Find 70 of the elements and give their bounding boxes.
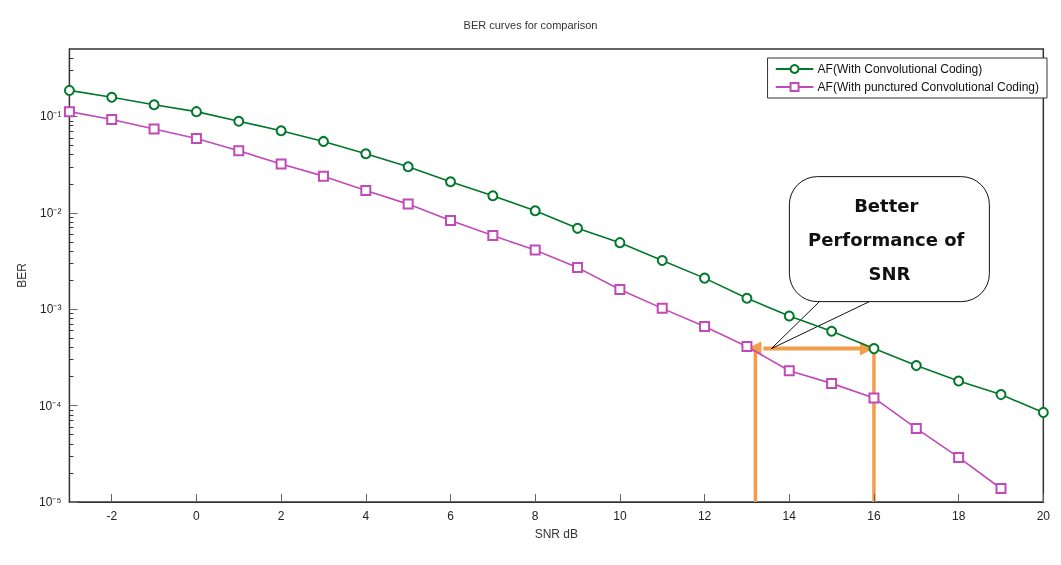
point [106, 113, 118, 125]
point [614, 237, 626, 249]
point [910, 360, 922, 372]
point [317, 135, 329, 147]
point [953, 451, 965, 463]
chart-title: BER curves for comparison [463, 18, 598, 31]
x-axis-title: SNR dB [534, 527, 579, 541]
point [317, 170, 329, 182]
point [487, 230, 499, 242]
x-tick-label: 16 [867, 509, 881, 523]
point [572, 222, 584, 234]
point [360, 148, 372, 160]
point [826, 377, 838, 389]
y-tick-label: 10⁻⁵ [39, 495, 62, 509]
point [63, 106, 75, 118]
point [529, 244, 541, 256]
legend-label: AF(With punctured Convolutional Coding) [817, 80, 1040, 94]
point [910, 422, 922, 434]
point [487, 190, 499, 202]
x-tick-label: 2 [277, 509, 285, 523]
x-tick-label: 14 [782, 509, 797, 523]
y-tick-label: 10⁻¹ [40, 109, 62, 124]
point [275, 158, 287, 170]
point [995, 389, 1007, 401]
point [741, 341, 753, 353]
point [783, 365, 795, 377]
point [233, 115, 245, 127]
point [106, 91, 118, 103]
point [148, 123, 160, 135]
point [445, 176, 456, 188]
point [190, 106, 202, 118]
x-tick-label: 4 [362, 509, 370, 523]
point [699, 272, 711, 284]
x-tick-label: 6 [447, 509, 455, 523]
x-tick-label: 8 [531, 509, 539, 523]
point [402, 198, 414, 210]
point [995, 483, 1007, 495]
point [275, 125, 287, 137]
x-tick-label: 12 [697, 509, 712, 523]
point [572, 262, 584, 274]
point [826, 325, 838, 337]
point [190, 132, 202, 144]
point [699, 321, 711, 333]
point [614, 284, 626, 296]
y-axis-title: BER [15, 262, 29, 288]
y-tick-label: 10⁻⁴ [38, 398, 62, 413]
point [148, 99, 160, 111]
point [63, 84, 75, 96]
point [656, 255, 668, 266]
point [233, 145, 245, 157]
x-tick-label: 18 [951, 509, 966, 523]
point [953, 375, 965, 387]
x-tick-label: 0 [193, 509, 201, 523]
point [445, 215, 456, 227]
y-tick-label: 10⁻² [40, 205, 62, 220]
point [741, 292, 753, 304]
x-tick-label: -2 [106, 509, 118, 523]
point [402, 161, 414, 173]
y-tick-label: 10⁻³ [40, 302, 62, 317]
x-tick-label: 10 [613, 509, 627, 523]
point [529, 205, 541, 217]
point [868, 343, 880, 355]
annotation: Better Performance of SNR [808, 194, 971, 284]
point [1037, 406, 1049, 418]
legend-label: AF(With Convolutional Coding) [817, 62, 983, 76]
point [783, 310, 795, 322]
point [868, 392, 880, 404]
point [360, 185, 372, 197]
point [656, 302, 668, 314]
x-tick-label: 20 [1036, 509, 1051, 523]
